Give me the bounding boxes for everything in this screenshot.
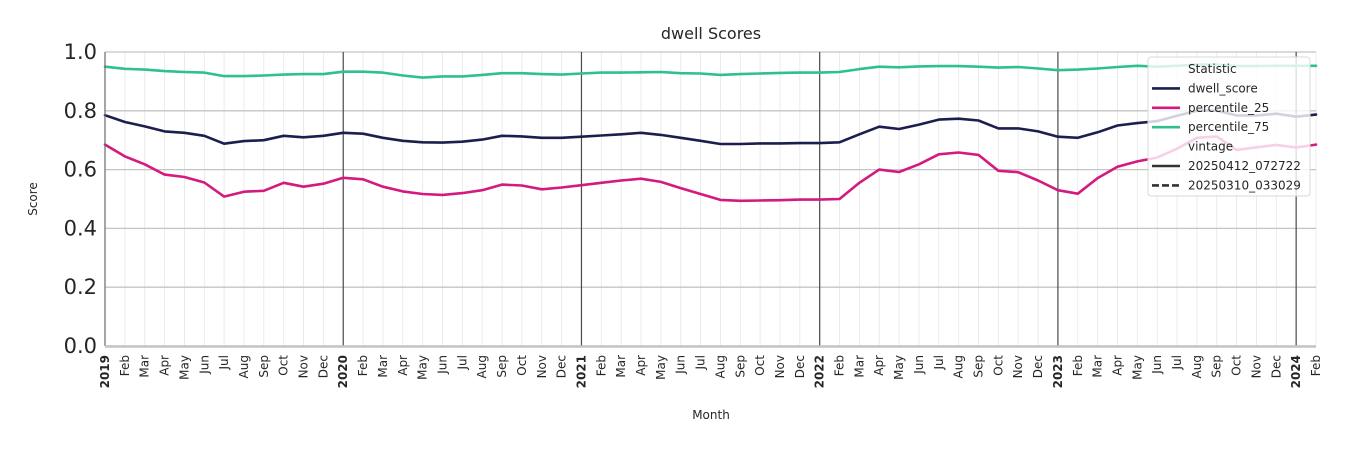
x-tick-label: Feb <box>118 355 132 376</box>
x-tick-label: Jun <box>912 355 926 375</box>
y-tick-label: 0.8 <box>64 99 97 123</box>
x-tick-label: Sep <box>257 355 271 378</box>
x-tick-label: Feb <box>1071 355 1085 376</box>
x-tick-label: Sep <box>495 355 509 378</box>
x-tick-label: Oct <box>515 355 529 376</box>
x-tick-label: 2020 <box>336 355 350 388</box>
x-tick-label: Mar <box>614 355 628 378</box>
x-tick-label: Aug <box>713 355 727 378</box>
x-tick-label: Aug <box>237 355 251 378</box>
x-tick-label: Jul <box>455 355 469 370</box>
x-tick-label: Mar <box>1091 355 1105 378</box>
x-tick-label: Apr <box>158 355 172 376</box>
chart-title: dwell Scores <box>661 24 761 43</box>
x-tick-label: May <box>892 355 906 380</box>
x-tick-label: Aug <box>475 355 489 378</box>
legend: Statistic dwell_score percentile_25percent… <box>1147 56 1311 197</box>
x-tick-label: May <box>416 355 430 380</box>
y-tick-label: 0.6 <box>64 158 97 182</box>
x-tick-label: Dec <box>1269 355 1283 378</box>
legend-box <box>1147 56 1311 197</box>
x-tick-label: Mar <box>376 355 390 378</box>
x-tick-label: Jun <box>435 355 449 375</box>
x-tick-label: Nov <box>297 355 311 378</box>
legend-entry-label: dwell_score <box>1188 81 1258 95</box>
x-tick-label: Apr <box>1110 355 1124 376</box>
legend-entry-label: percentile_25 <box>1188 101 1269 115</box>
x-tick-label: Feb <box>594 355 608 376</box>
legend-header: Statistic <box>1188 62 1237 76</box>
legend-entry-label: percentile_75 <box>1188 120 1269 134</box>
x-tick-label: Dec <box>555 355 569 378</box>
y-tick-label: 0.0 <box>64 334 97 358</box>
x-tick-label: May <box>1130 355 1144 380</box>
x-tick-label: Aug <box>1190 355 1204 378</box>
x-tick-label: May <box>177 355 191 380</box>
legend-entry-label: 20250412_072722 <box>1188 159 1301 173</box>
y-tick-label: 1.0 <box>64 40 97 64</box>
x-tick-label: Nov <box>773 355 787 378</box>
x-tick-label: Jun <box>197 355 211 375</box>
x-tick-label: Oct <box>1230 355 1244 376</box>
x-tick-label: Jul <box>694 355 708 370</box>
x-tick-label: Apr <box>872 355 886 376</box>
x-tick-label: Dec <box>316 355 330 378</box>
x-tick-label: Apr <box>396 355 410 376</box>
x-tick-label: Oct <box>753 355 767 376</box>
x-tick-label: Aug <box>952 355 966 378</box>
series-line-percentile-75 <box>103 63 1318 79</box>
x-tick-label: Mar <box>852 355 866 378</box>
x-tick-label: Jul <box>217 355 231 370</box>
x-tick-label: Nov <box>1249 355 1263 378</box>
x-tick-label: Dec <box>1031 355 1045 378</box>
x-tick-label: Feb <box>833 355 847 376</box>
legend-header: vintage <box>1188 140 1233 154</box>
x-tick-label: Nov <box>535 355 549 378</box>
x-tick-label: Jul <box>1170 355 1184 370</box>
axes <box>104 52 1316 348</box>
x-tick-label: Oct <box>277 355 291 376</box>
x-tick-label: Feb <box>356 355 370 376</box>
tick-labels: 2019 Feb Mar Apr May Jun Jul Aug Sep Oct Nov Dec 202… <box>64 40 1323 388</box>
x-tick-label: Apr <box>634 355 648 376</box>
x-tick-label: 2024 <box>1289 355 1303 388</box>
x-tick-label: Oct <box>991 355 1005 376</box>
x-tick-label: Jul <box>932 355 946 370</box>
x-tick-label: Sep <box>972 355 986 378</box>
x-tick-label: 2021 <box>574 355 588 388</box>
series-line-dwell-score <box>103 109 1318 146</box>
x-tick-label: Jun <box>674 355 688 375</box>
x-tick-label: Feb <box>1309 355 1323 376</box>
x-tick-label: Sep <box>733 355 747 378</box>
x-tick-label: Mar <box>138 355 152 378</box>
x-tick-label: Sep <box>1210 355 1224 378</box>
y-axis-label: Score <box>26 182 40 216</box>
x-tick-label: Nov <box>1011 355 1025 378</box>
grid-lines <box>104 51 1317 347</box>
x-tick-label: 2019 <box>98 355 112 388</box>
x-tick-label: 2023 <box>1051 355 1065 388</box>
x-tick-label: Dec <box>793 355 807 378</box>
x-tick-label: Jun <box>1150 355 1164 375</box>
x-tick-label: 2022 <box>813 355 827 388</box>
series-line-percentile-25 <box>103 135 1318 203</box>
y-tick-label: 0.4 <box>64 216 97 240</box>
legend-entry-label: 20250310_033029 <box>1188 178 1301 192</box>
series-lines <box>103 63 1318 203</box>
x-axis-label: Month <box>692 408 730 422</box>
x-tick-label: May <box>654 355 668 380</box>
y-tick-label: 0.2 <box>64 275 97 299</box>
